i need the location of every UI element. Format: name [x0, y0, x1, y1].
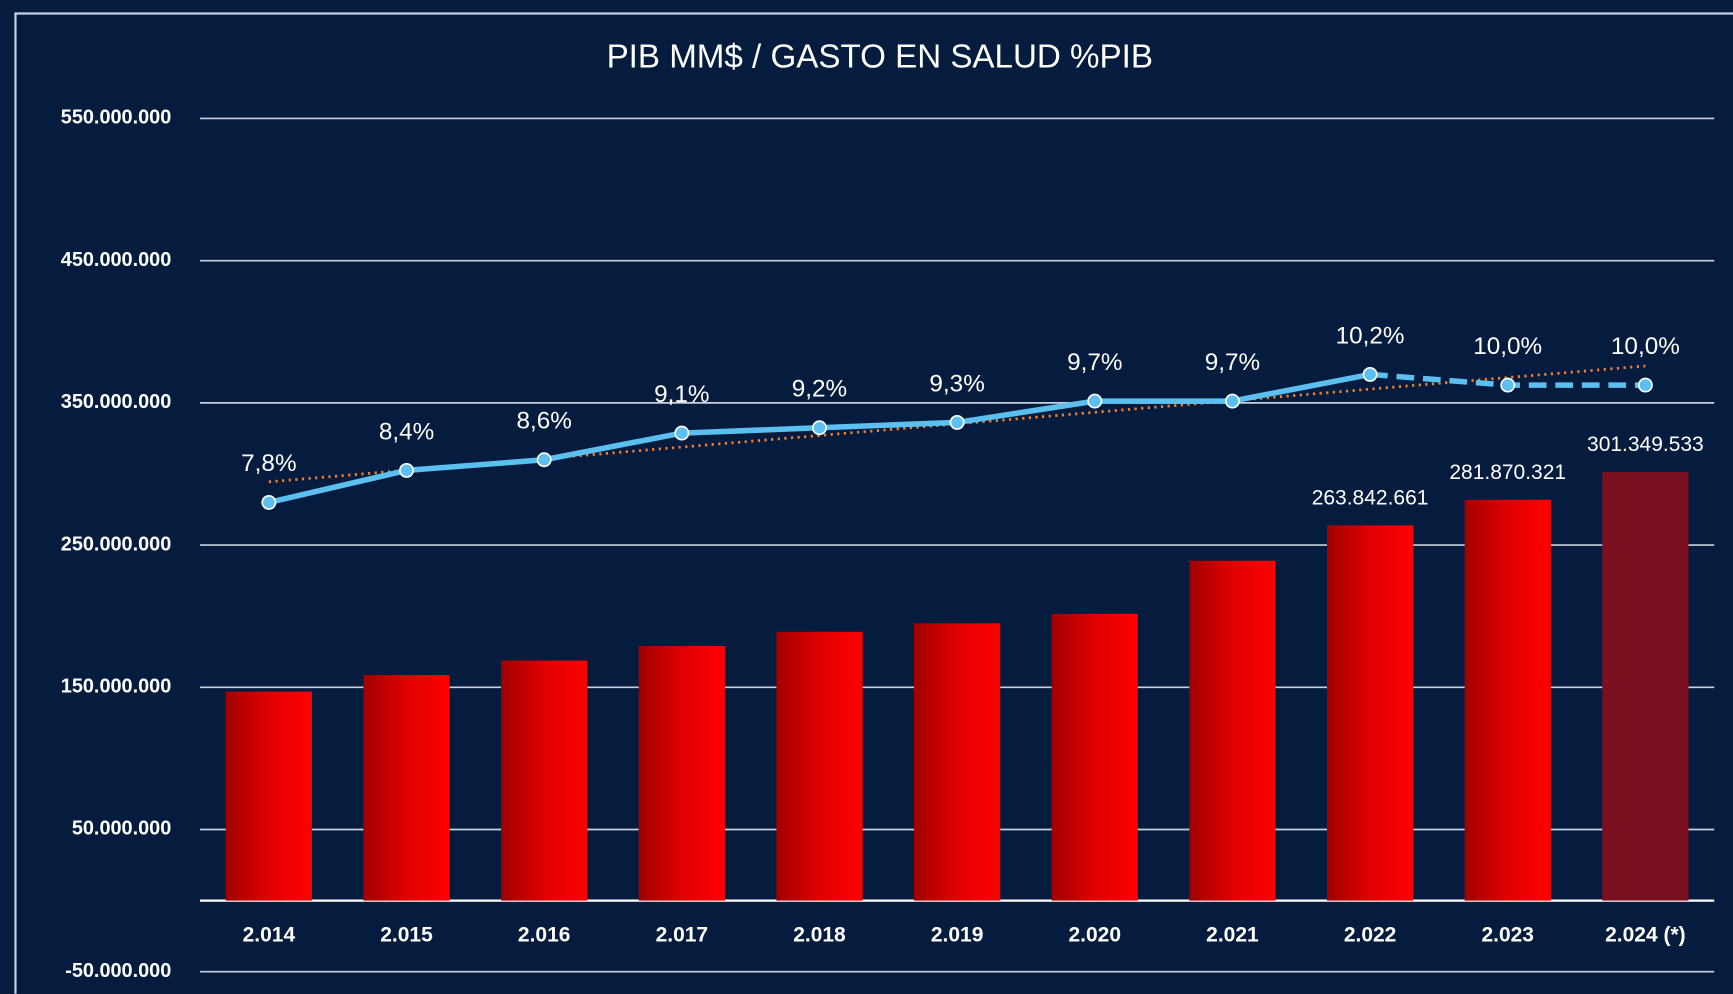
x-tick-label: 2.021	[1206, 924, 1259, 947]
bar	[1464, 499, 1551, 901]
y-tick-label: 450.000.000	[61, 249, 172, 271]
line-value-label: 7,8%	[241, 450, 296, 477]
bar	[914, 623, 1001, 901]
line-value-label: 8,6%	[516, 408, 571, 435]
line-marker	[674, 425, 690, 441]
line-marker	[1087, 393, 1103, 409]
x-tick-label: 2.020	[1069, 924, 1122, 947]
y-tick-label: 50.000.000	[72, 818, 171, 840]
x-tick-label: 2.014	[243, 924, 296, 947]
x-tick-label: 2.024 (*)	[1605, 924, 1686, 947]
chart-title: PIB MM$ / GASTO EN SALUD %PIB	[607, 39, 1153, 76]
line-value-label: 10,0%	[1611, 333, 1680, 360]
line-marker	[536, 452, 552, 468]
x-tick-label: 2.015	[380, 924, 433, 947]
line-marker	[1637, 377, 1653, 393]
y-tick-label: 250.000.000	[61, 533, 172, 555]
line-marker	[812, 420, 827, 436]
x-tick-label: 2.016	[518, 924, 571, 947]
bar	[1051, 613, 1138, 901]
line-value-label: 10,2%	[1336, 322, 1405, 349]
line-marker	[949, 414, 965, 430]
bar	[501, 660, 588, 901]
x-tick-label: 2.023	[1481, 924, 1534, 947]
line-value-label: 9,7%	[1067, 349, 1122, 376]
line-value-label: 10,0%	[1473, 333, 1542, 360]
y-tick-label: 150.000.000	[61, 676, 172, 698]
line-value-label: 8,4%	[379, 418, 434, 445]
y-tick-label: 350.000.000	[61, 391, 172, 413]
line-value-label: 9,2%	[792, 376, 847, 403]
x-tick-label: 2.017	[656, 924, 709, 947]
x-tick-label: 2.018	[793, 924, 846, 947]
line-marker	[1224, 393, 1240, 409]
line-marker	[1500, 377, 1516, 393]
x-tick-label: 2.019	[931, 924, 984, 947]
bar	[225, 691, 312, 901]
bar	[1326, 525, 1414, 901]
line-marker	[261, 494, 277, 510]
line-value-label: 9,7%	[1205, 349, 1260, 376]
plot-area: -50.000.000 50.000.000 150.000.000 250.000.…	[61, 107, 1715, 982]
bar-value-label: 263.842.661	[1312, 486, 1429, 509]
line-value-label: 9,1%	[654, 381, 709, 408]
frame	[14, 12, 1733, 994]
bar	[1189, 560, 1276, 901]
bar-value-label: 301.349.533	[1587, 433, 1704, 456]
line-value-label: 9,3%	[929, 370, 984, 397]
bar	[638, 646, 725, 901]
y-tick-label: -50.000.000	[65, 960, 171, 982]
line-marker	[1362, 366, 1378, 382]
bar	[363, 675, 450, 901]
bar-value-label: 281.870.321	[1449, 461, 1566, 484]
bar	[776, 631, 863, 901]
line-marker	[399, 462, 414, 478]
bar	[1602, 472, 1689, 901]
x-tick-label: 2.022	[1344, 924, 1397, 947]
y-tick-label: 550.000.000	[61, 107, 172, 129]
